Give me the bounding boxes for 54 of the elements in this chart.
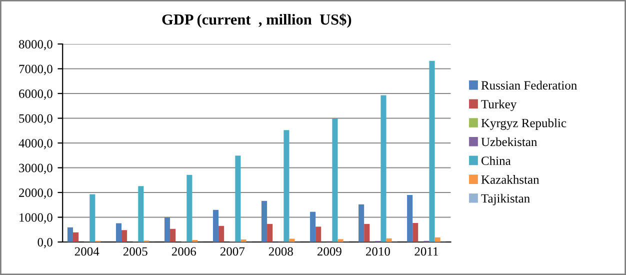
bar (386, 238, 392, 242)
y-tick-label: 7000,0 (19, 64, 52, 76)
bar (72, 232, 79, 242)
bar (90, 194, 96, 242)
bar (164, 217, 170, 242)
bar (429, 60, 435, 242)
legend-label: Turkey (481, 100, 517, 111)
y-tick-label: 5000,0 (19, 114, 52, 125)
x-tick-label: 2007 (220, 247, 245, 256)
chart-title: GDP (current , million US$) (162, 13, 352, 28)
bar (262, 200, 268, 242)
bar (310, 212, 316, 242)
bar (267, 224, 273, 242)
legend-label: Tajikistan (481, 194, 530, 206)
bar (338, 239, 344, 242)
bar (316, 226, 322, 242)
bar (332, 118, 338, 242)
bar (240, 239, 246, 242)
bar (380, 95, 386, 242)
x-tick-label: 2005 (123, 247, 148, 256)
legend-label: Kyrgyz Republic (481, 118, 566, 130)
x-tick-label: 2010 (366, 247, 390, 256)
x-tick-label: 2006 (172, 247, 196, 256)
bar (289, 238, 295, 242)
bar (138, 186, 144, 242)
legend-label: Kazakhstan (481, 175, 540, 184)
bar (407, 194, 413, 242)
x-tick-label: 2008 (268, 247, 293, 256)
y-tick-label: 4000,0 (18, 139, 52, 150)
bar (122, 230, 128, 242)
bar (218, 226, 224, 242)
x-tick-label: 2011 (414, 247, 438, 256)
bar (212, 210, 219, 242)
y-tick-label: 0,0 (38, 238, 52, 248)
legend-label: Uzbekistan (481, 137, 538, 146)
bar (67, 227, 73, 242)
bar (186, 174, 192, 242)
y-tick-label: 3000,0 (19, 164, 52, 174)
y-tick-label: 8000,0 (18, 40, 52, 50)
y-tick-label: 2000,0 (19, 188, 52, 199)
legend-label: Russian Federation (481, 80, 577, 90)
legend-label: China (481, 156, 511, 165)
bar (358, 204, 364, 242)
bar (412, 222, 418, 242)
y-tick-label: 1000,0 (20, 213, 52, 224)
y-tick-label: 6000,0 (19, 90, 52, 100)
x-tick-label: 2004 (74, 247, 100, 256)
bar (284, 130, 290, 242)
bar (170, 228, 176, 242)
bar (235, 156, 241, 242)
x-tick-label: 2009 (317, 247, 342, 256)
bar (364, 224, 370, 242)
bar (434, 237, 440, 242)
bar (116, 223, 122, 242)
